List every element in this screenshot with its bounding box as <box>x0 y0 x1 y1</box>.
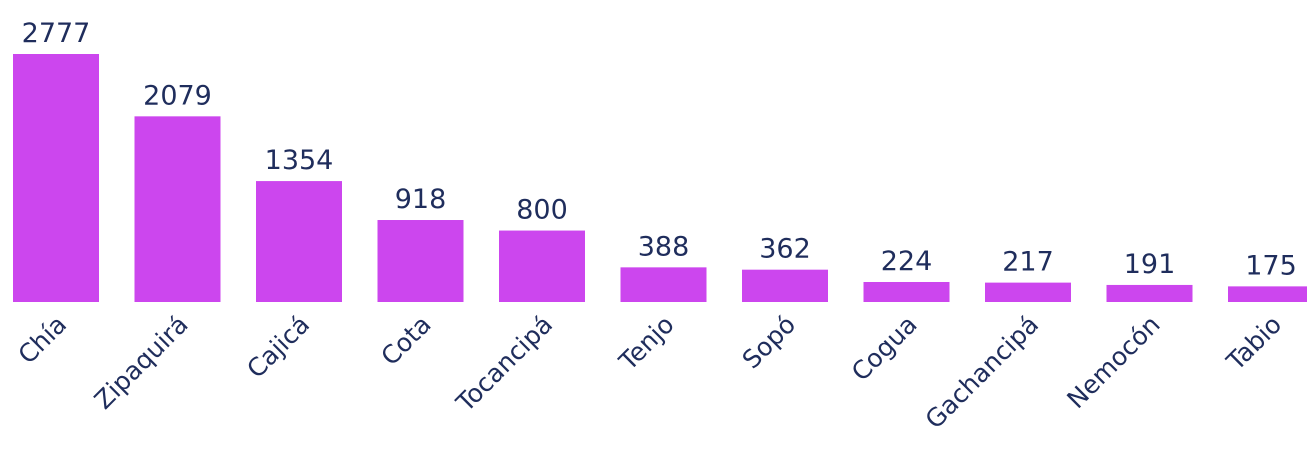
x-tick-label: Sopó <box>737 310 802 375</box>
x-tick-label: Tenjo <box>613 310 680 377</box>
data-label: 918 <box>395 184 447 215</box>
x-tick-label: Zipaquirá <box>89 310 194 415</box>
bar <box>499 230 585 302</box>
bar <box>256 181 342 302</box>
data-label: 217 <box>1002 247 1054 278</box>
data-label: 224 <box>881 246 933 277</box>
x-tick-label: Gachancipá <box>920 310 1045 435</box>
bar <box>863 281 950 302</box>
x-tick-label: Chía <box>12 310 72 370</box>
x-tick-label: Cajicá <box>241 310 315 384</box>
bar <box>1228 286 1307 302</box>
bar <box>742 269 828 302</box>
data-label: 2079 <box>143 80 212 111</box>
bar <box>377 220 464 302</box>
data-label: 800 <box>516 195 568 226</box>
data-label: 2777 <box>22 18 91 49</box>
bar <box>1106 284 1193 302</box>
data-label: 191 <box>1124 249 1176 280</box>
data-label: 388 <box>638 231 690 262</box>
x-tick-label: Cota <box>375 310 436 371</box>
x-tick-label: Cogua <box>846 310 923 387</box>
bar <box>620 267 707 302</box>
data-label: 175 <box>1245 250 1297 281</box>
bar <box>985 282 1071 302</box>
bar <box>13 54 99 302</box>
bar <box>134 116 221 302</box>
data-label: 1354 <box>265 145 334 176</box>
data-label: 362 <box>759 234 811 265</box>
x-tick-label: Nemocón <box>1061 310 1165 414</box>
x-tick-label: Tabio <box>1220 310 1287 377</box>
x-tick-label: Tocancipá <box>450 310 558 418</box>
